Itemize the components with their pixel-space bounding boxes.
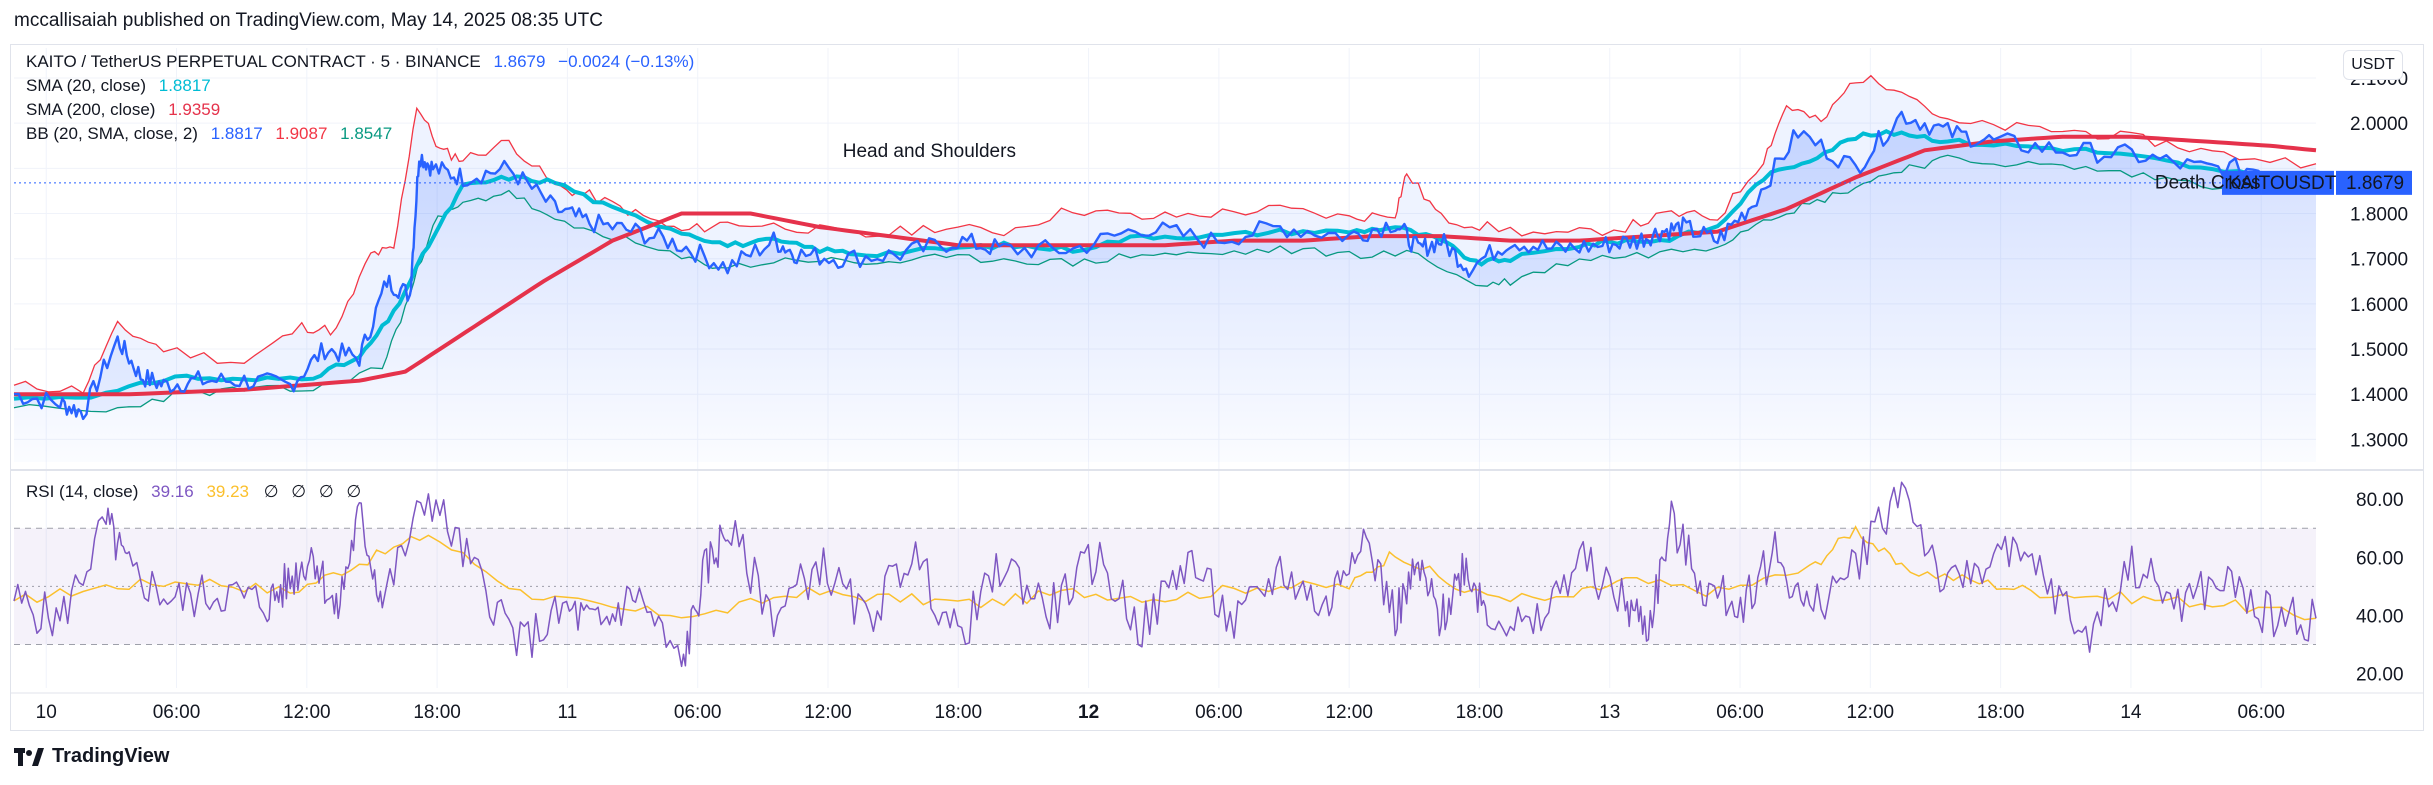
time-axis-tick: 06:00 — [1716, 702, 1764, 723]
death-cross-label: Death Cross — [2155, 173, 2261, 194]
rsi-legend: RSI (14, close) 39.16 39.23 ∅ ∅ ∅ ∅ — [26, 482, 361, 502]
price-axis-tick: 1.3000 — [2350, 430, 2408, 451]
time-axis-tick: 18:00 — [935, 702, 983, 723]
time-axis-tick: 12:00 — [1325, 702, 1373, 723]
time-axis-tick: 06:00 — [153, 702, 201, 723]
chart-frame — [10, 44, 2424, 731]
time-axis-tick: 12 — [1078, 702, 1099, 723]
bb-label: BB (20, SMA, close, 2) — [26, 124, 198, 143]
time-axis-tick: 14 — [2120, 702, 2142, 723]
price-axis-tick: 1.5000 — [2350, 340, 2408, 361]
rsi-ma-value: 39.23 — [206, 482, 249, 501]
symbol-title: KAITO / TetherUS PERPETUAL CONTRACT · 5 … — [26, 52, 481, 71]
sma200-value: 1.9359 — [168, 100, 221, 119]
rsi-line — [13, 481, 2317, 668]
bb-lower-value: 1.8547 — [340, 124, 393, 143]
last-price: 1.8679 — [493, 52, 546, 71]
symbol-row: KAITO / TetherUS PERPETUAL CONTRACT · 5 … — [26, 50, 694, 74]
price-axis-tick: 1.8000 — [2350, 205, 2408, 226]
bb-upper-value: 1.9087 — [275, 124, 328, 143]
bb-upper-line — [13, 74, 2317, 395]
last-price-tag — [2336, 170, 2412, 195]
currency-button[interactable]: USDT — [2343, 50, 2403, 80]
time-axis-tick: 06:00 — [2237, 702, 2285, 723]
rsi-na-1: ∅ — [263, 482, 279, 501]
sma20-line — [13, 128, 2317, 401]
price-axis-tick: 1.6000 — [2350, 295, 2408, 316]
sma200-row: SMA (200, close) 1.9359 — [26, 98, 694, 122]
time-axis-tick: 18:00 — [1977, 702, 2025, 723]
symbol-tag-text: KAITOUSDT.P — [2228, 173, 2352, 194]
rsi-axis-tick: 40.00 — [2356, 606, 2404, 627]
brand-name: TradingView — [52, 745, 170, 767]
sma20-row: SMA (20, close) 1.8817 — [26, 74, 694, 98]
rsi-ma-line — [13, 525, 2317, 621]
time-axis-tick: 18:00 — [1456, 702, 1504, 723]
bb-row: BB (20, SMA, close, 2) 1.8817 1.9087 1.8… — [26, 122, 694, 146]
time-axis-tick: 13 — [1599, 702, 1620, 723]
publish-info: mccallisaiah published on TradingView.co… — [14, 10, 603, 31]
rsi-label: RSI (14, close) — [26, 482, 139, 501]
rsi-axis-tick: 60.00 — [2356, 548, 2404, 569]
sma20-value: 1.8817 — [158, 76, 211, 95]
rsi-na-2: ∅ — [291, 482, 307, 501]
head-and-shoulders-label: Head and Shoulders — [843, 141, 1016, 162]
sma200-label: SMA (200, close) — [26, 100, 156, 119]
price-area-fill — [14, 111, 2316, 463]
rsi-axis-tick: 80.00 — [2356, 490, 2404, 511]
time-axis-tick: 10 — [36, 702, 57, 723]
time-axis-tick: 12:00 — [283, 702, 331, 723]
tradingview-logo-icon — [14, 747, 44, 766]
time-axis-tick: 12:00 — [804, 702, 852, 723]
main-legend: KAITO / TetherUS PERPETUAL CONTRACT · 5 … — [26, 50, 694, 146]
last-price-tag-text: 1.8679 — [2346, 173, 2404, 194]
rsi-na-4: ∅ — [346, 482, 362, 501]
time-axis-tick: 11 — [558, 702, 578, 723]
price-axis-tick: 1.7000 — [2350, 250, 2408, 271]
time-axis-tick: 18:00 — [413, 702, 461, 723]
price-change: −0.0024 (−0.13%) — [558, 52, 695, 71]
symbol-tag — [2222, 170, 2334, 195]
tradingview-brand: TradingView — [14, 745, 169, 768]
sma20-label: SMA (20, close) — [26, 76, 146, 95]
rsi-value: 39.16 — [151, 482, 194, 501]
time-axis-tick: 12:00 — [1847, 702, 1895, 723]
price-axis-tick: 1.4000 — [2350, 385, 2408, 406]
time-axis-tick: 06:00 — [1195, 702, 1243, 723]
price-axis-tick: 2.0000 — [2350, 114, 2408, 135]
bb-basis-value: 1.8817 — [210, 124, 263, 143]
price-line — [13, 110, 2317, 421]
rsi-axis-tick: 20.00 — [2356, 664, 2404, 685]
rsi-na-3: ∅ — [318, 482, 334, 501]
time-axis-tick: 06:00 — [674, 702, 722, 723]
